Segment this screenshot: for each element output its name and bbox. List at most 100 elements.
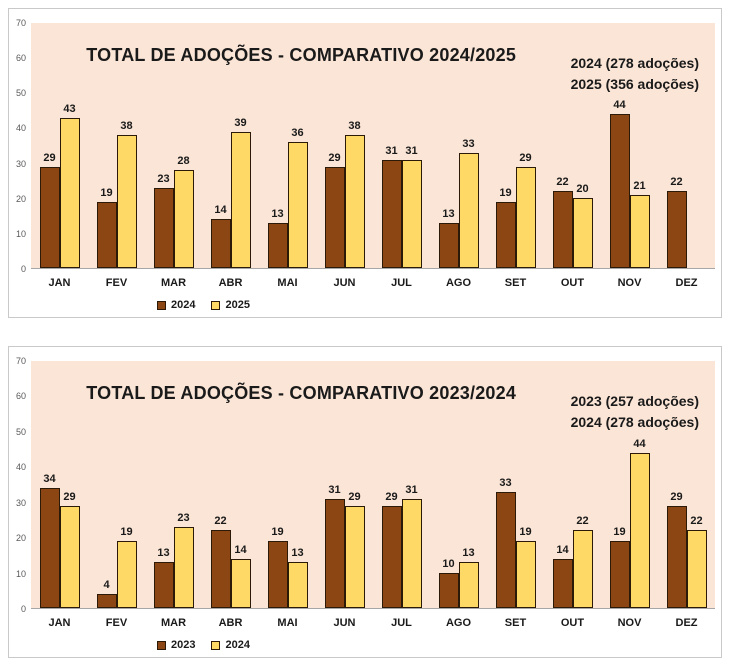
bar-2025-mar[interactable]: 28 (173, 155, 194, 268)
bar-2023-dez[interactable]: 29 (666, 491, 687, 608)
bar-2023-set[interactable]: 33 (495, 477, 516, 608)
bar-2025-fev[interactable]: 38 (116, 120, 137, 268)
bar-2024-dez[interactable]: 22 (666, 176, 687, 268)
bar-slot: 21 (629, 23, 650, 268)
bar-2024-mai[interactable]: 13 (267, 208, 288, 268)
bar-2025-out[interactable]: 20 (572, 183, 593, 268)
legend-swatch-icon (211, 640, 221, 650)
bar-2025-jun[interactable]: 38 (344, 120, 365, 268)
bar-slot: 14 (230, 361, 251, 608)
bar-2024-jan[interactable]: 29 (59, 491, 80, 608)
chart-title[interactable]: TOTAL DE ADOÇÕES - COMPARATIVO 2023/2024 (86, 383, 517, 403)
month-group-jan: 34 29 (31, 361, 88, 608)
bar-2025-jul[interactable]: 31 (401, 145, 422, 268)
x-axis-month-label: ABR (218, 277, 243, 289)
bar-2024-mai[interactable]: 13 (287, 547, 308, 608)
bar-2025-abr[interactable]: 39 (230, 117, 251, 268)
bar-2023-jan[interactable]: 34 (39, 473, 60, 608)
bar-slot: 29 (515, 23, 536, 268)
month-group-jul: 31 31 (373, 23, 430, 268)
month-group-nov: 19 44 (601, 361, 658, 608)
month-group-mai: 19 13 (259, 361, 316, 608)
month-group-mai: 13 36 (259, 23, 316, 268)
x-axis-month-label: AGO (445, 617, 472, 629)
month-group-mar: 13 23 (145, 361, 202, 608)
bar-2025-set[interactable]: 29 (515, 152, 536, 268)
bar-2024-ago[interactable]: 13 (458, 547, 479, 608)
legend-item-2024[interactable]: 2024 (211, 639, 250, 651)
totals-annotation[interactable]: 2024 (278 adoções) 2025 (356 adoções) (571, 53, 699, 95)
bar-value-label: 19 (499, 186, 512, 199)
bar-2023-fev[interactable]: 4 (96, 579, 117, 608)
bar-value-label: 10 (442, 557, 455, 570)
bar-2024-jun[interactable]: 29 (344, 491, 365, 608)
legend-label: 2025 (225, 299, 250, 311)
y-axis-tick-label: 0 (20, 264, 26, 274)
bar-2023-jun[interactable]: 31 (324, 484, 345, 608)
plot-area: 34 29 4 19 13 23 22 14 19 13 31 29 29 31 10 13 33 19 14 22 1… (31, 361, 715, 609)
bar-2024-set[interactable]: 19 (495, 187, 516, 268)
bar-2024-jan[interactable]: 29 (39, 152, 60, 268)
bar-2023-mar[interactable]: 13 (153, 547, 174, 608)
bar-2025-nov[interactable]: 21 (629, 180, 650, 268)
bar-2024-dez[interactable]: 22 (686, 515, 707, 608)
chart-title[interactable]: TOTAL DE ADOÇÕES - COMPARATIVO 2024/2025 (86, 45, 517, 65)
bar-slot: 13 (438, 23, 459, 268)
bar-2024-jul[interactable]: 31 (401, 484, 422, 608)
bar-2024-fev[interactable]: 19 (116, 526, 137, 608)
x-axis-month-label: MAI (277, 617, 298, 629)
totals-annotation[interactable]: 2023 (257 adoções) 2024 (278 adoções) (571, 391, 699, 433)
bar-2024-mar[interactable]: 23 (153, 173, 174, 268)
bar-2024-ago[interactable]: 13 (438, 208, 459, 268)
bar-slot: 31 (401, 23, 422, 268)
legend-item-2023[interactable]: 2023 (157, 639, 195, 651)
chart-comparativo-2023-2024[interactable]: 70 60 50 40 30 20 10 0 34 29 4 19 13 23 22 14 19 13 31 29 2… (8, 346, 722, 658)
bar-value-label: 14 (234, 543, 247, 556)
bar-2023-abr[interactable]: 22 (210, 515, 231, 608)
bar-2025-jan[interactable]: 43 (59, 103, 80, 268)
bar-2024-jun[interactable]: 29 (324, 152, 345, 268)
bar-2024-out[interactable]: 22 (552, 176, 573, 268)
bar-slot: 4 (96, 361, 117, 608)
total-line-2025: 2025 (356 adoções) (570, 76, 699, 92)
y-axis-tick-label: 50 (15, 88, 26, 99)
chart-comparativo-2024-2025[interactable]: 70 60 50 40 30 20 10 0 29 43 19 38 23 28 14 39 13 36 29 38… (8, 8, 722, 318)
bar-2024-abr[interactable]: 14 (230, 544, 251, 608)
bar-slot: 22 (666, 23, 687, 268)
legend-item-2025[interactable]: 2025 (211, 299, 250, 311)
bar-slot: 33 (458, 23, 479, 268)
bar-2023-nov[interactable]: 19 (609, 526, 630, 608)
bar-slot: 19 (495, 23, 516, 268)
bar-2024-nov[interactable]: 44 (609, 99, 630, 268)
bar-2024-fev[interactable]: 19 (96, 187, 117, 268)
bar-2024-abr[interactable]: 14 (210, 204, 231, 268)
bar-value-label: 14 (556, 543, 569, 556)
bar-2024-out[interactable]: 22 (572, 515, 593, 608)
bar-value-label: 29 (670, 490, 683, 503)
bar-slot: 29 (344, 361, 365, 608)
bar-value-label: 31 (385, 144, 398, 157)
bar-2024-set[interactable]: 19 (515, 526, 536, 608)
month-group-jul: 29 31 (373, 361, 430, 608)
bar-2023-jul[interactable]: 29 (381, 491, 402, 608)
bar-2024-mar[interactable]: 23 (173, 512, 194, 608)
bar-slot: 29 (324, 23, 345, 268)
bar-value-label: 34 (43, 473, 56, 486)
bar-2024-jul[interactable]: 31 (381, 145, 402, 268)
bar-value-label: 33 (462, 137, 475, 150)
bar-value-label: 13 (462, 547, 475, 560)
bar-slot: 43 (59, 23, 80, 268)
bar-2025-ago[interactable]: 33 (458, 138, 479, 268)
bar-2023-mai[interactable]: 19 (267, 526, 288, 608)
x-axis-month-label: JUN (333, 277, 356, 289)
bar-2025-mai[interactable]: 36 (287, 127, 308, 268)
bar-value-label: 14 (214, 204, 227, 216)
bar-slot: 22 (686, 361, 707, 608)
bar-2023-out[interactable]: 14 (552, 544, 573, 608)
plot-area: 29 43 19 38 23 28 14 39 13 36 29 38 31 31 13 33 19 29 22 20… (31, 23, 715, 269)
bar-2024-nov[interactable]: 44 (629, 438, 650, 608)
bar-2023-ago[interactable]: 10 (438, 558, 459, 608)
bar-value-label: 22 (576, 515, 589, 528)
legend-item-2024[interactable]: 2024 (157, 299, 195, 311)
month-group-jun: 29 38 (316, 23, 373, 268)
